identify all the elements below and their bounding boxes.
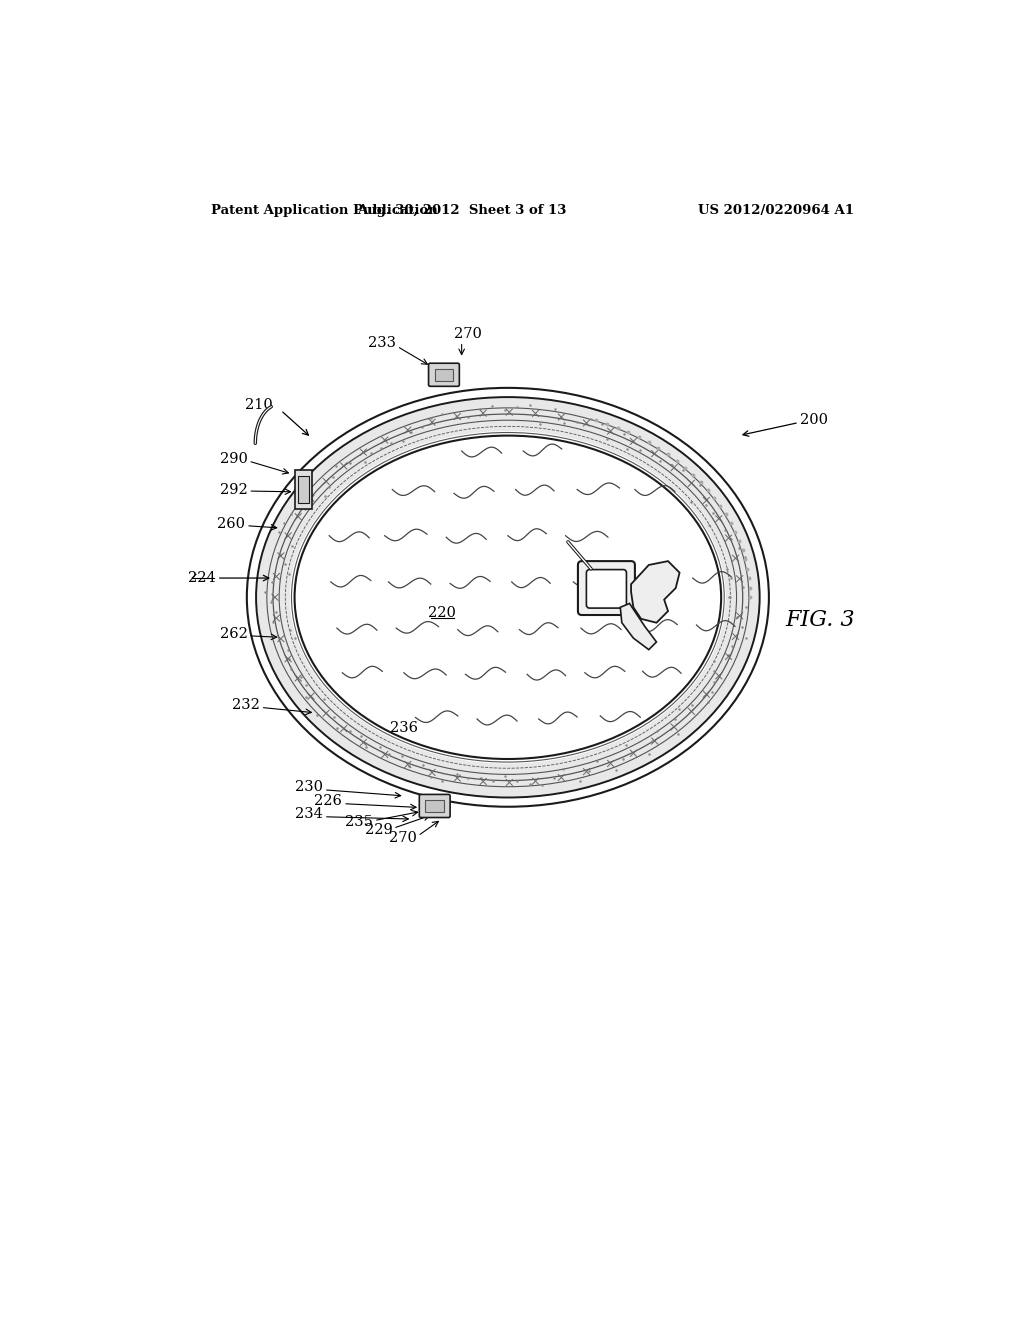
FancyBboxPatch shape [578,561,635,615]
FancyBboxPatch shape [419,795,451,817]
Text: 262: 262 [220,627,248,642]
Bar [295,470,312,508]
FancyBboxPatch shape [587,570,627,609]
Text: 232: 232 [232,698,260,711]
Bar [425,800,444,812]
Text: 290: 290 [220,451,248,466]
Polygon shape [621,603,656,649]
Text: 292: 292 [220,483,248,496]
Text: 270: 270 [454,327,482,341]
Text: 210: 210 [245,397,272,412]
Text: FIG. 3: FIG. 3 [785,610,854,631]
Text: 226: 226 [314,795,342,808]
Text: US 2012/0220964 A1: US 2012/0220964 A1 [698,205,854,218]
Bar [298,475,309,503]
Text: 230: 230 [295,780,323,793]
Text: 234: 234 [295,808,323,821]
FancyBboxPatch shape [429,363,460,387]
Text: 270: 270 [389,830,417,845]
Text: 200: 200 [801,413,828,428]
Text: 233: 233 [369,337,396,350]
Text: 260: 260 [216,517,245,531]
Ellipse shape [256,397,760,797]
Text: 220: 220 [428,606,457,619]
Ellipse shape [290,430,726,763]
Text: 235: 235 [345,816,373,829]
Ellipse shape [295,436,721,759]
Polygon shape [631,561,680,623]
Text: 229: 229 [365,822,392,837]
Text: 224: 224 [187,572,215,585]
Bar [435,368,454,381]
Text: 236: 236 [390,721,418,735]
Text: Aug. 30, 2012  Sheet 3 of 13: Aug. 30, 2012 Sheet 3 of 13 [357,205,566,218]
Text: Patent Application Publication: Patent Application Publication [211,205,438,218]
